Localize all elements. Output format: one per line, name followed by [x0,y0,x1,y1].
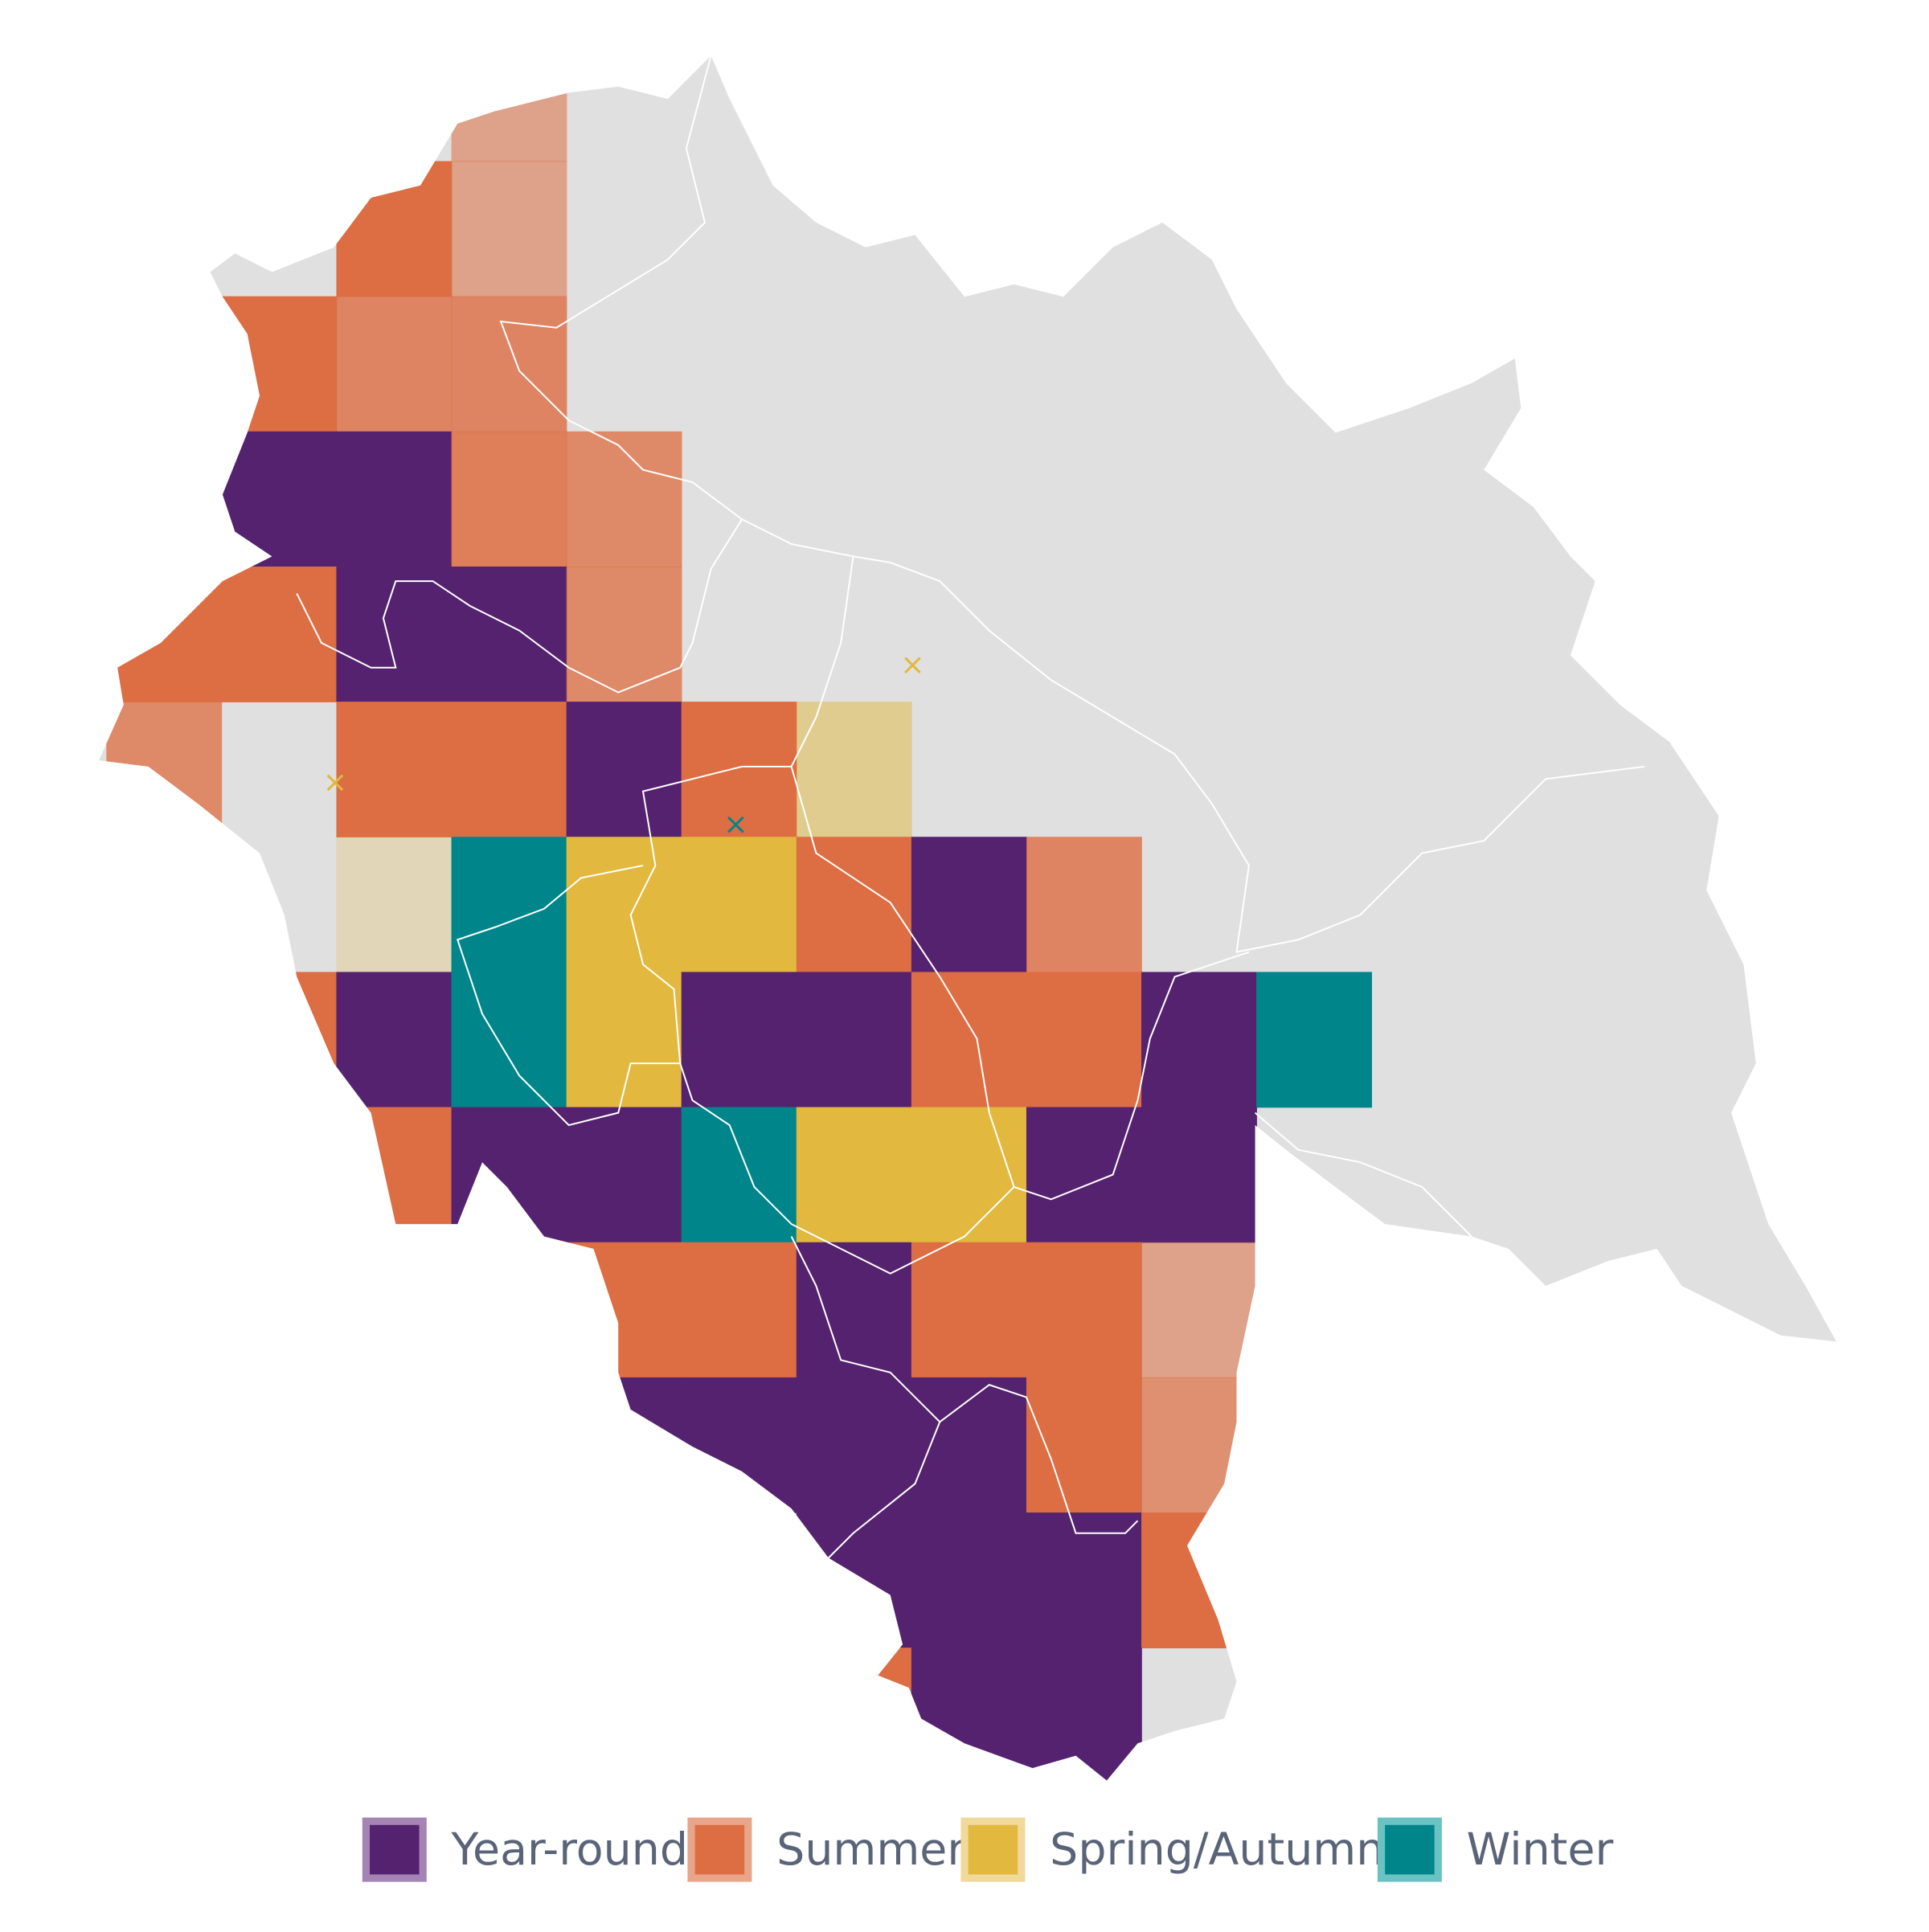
grid-cell [566,1107,682,1243]
legend-label: Summer [776,1824,965,1876]
legend: Year-round Summer Spring/Autumn Winter [362,1817,1614,1882]
grid-cell [1141,1377,1257,1513]
legend-swatch [687,1817,752,1882]
grid-cell [336,161,453,297]
grid-cell [566,431,682,567]
grid-cell [566,972,682,1108]
grid-cell [336,972,453,1108]
grid-cell [451,55,567,162]
grid-cell [106,702,223,838]
grid-cell [566,566,682,702]
grid-cell [336,1107,453,1243]
site-marker [326,774,344,792]
grid-cell [221,566,338,702]
legend-label: Year-round [451,1824,688,1876]
grid-cell [796,1242,912,1378]
grid-cell [451,566,567,702]
grid-cell [796,1648,912,1781]
district-border [499,55,1645,953]
district-border [456,556,854,1127]
grid-cell [221,972,338,1108]
grid-cell [336,702,453,838]
grid-cell [566,837,682,973]
grid-cell [911,1377,1027,1513]
grid-cell [911,972,1027,1108]
grid-cell [1026,1512,1142,1648]
grid-cell [1256,972,1372,1108]
grid-cell [221,431,338,567]
grid-cell [336,566,453,702]
grid-cell [911,1107,1027,1243]
site-marker [727,816,744,833]
district-borders [296,55,1645,1559]
grid-cell [1141,1107,1257,1243]
grid-cell [221,296,338,432]
grid-cell [106,566,223,702]
markers [326,657,921,833]
site-marker [904,657,921,674]
grid-cell [911,1648,1027,1781]
district-border [790,1236,1139,1559]
grid-cell [681,702,797,838]
grid-cell [451,296,567,432]
grid-cell [796,702,912,838]
grid-cell [451,1107,567,1243]
grid-cell [1026,1648,1142,1781]
grid-cell [336,296,453,432]
grid-cell [796,837,912,973]
grid-cell [451,161,567,297]
grid-cell [681,1377,797,1513]
grid-cell [681,1242,797,1378]
grid-cell [1026,1242,1142,1378]
grid-cell [911,837,1027,973]
grid-cell [1141,972,1257,1108]
grid-cell [681,972,797,1108]
grid-cell [911,1512,1027,1648]
grid-cell [1141,1512,1257,1648]
grid-cell [681,837,797,973]
grid-cell [681,1107,797,1243]
grid-cell [1026,837,1142,973]
grid-cell [1141,1242,1257,1378]
grid-cell [451,837,567,973]
grid-cell [336,837,453,973]
legend-swatch [362,1817,427,1882]
grid-cell [566,702,682,838]
grid-cell [1026,1377,1142,1513]
grid-cell [796,1377,912,1513]
legend-label: Spring/Autumn [1050,1824,1384,1876]
map-group: Year-round Summer Spring/Autumn Winter [99,55,1837,1882]
grid-cell [451,972,567,1108]
legend-swatch [960,1817,1026,1882]
grid-cell [451,431,567,567]
grid-cell [566,1242,682,1378]
district-border [296,518,743,694]
legend-label: Winter [1467,1824,1614,1876]
grid-cell [796,1107,912,1243]
legend-swatch [1377,1817,1442,1882]
district-border [679,766,1015,1275]
grid-cell [911,1242,1027,1378]
district-border [1014,951,1472,1238]
grid-cell [796,972,912,1108]
grid-cell [336,431,453,567]
grid-cell [1026,1107,1142,1243]
grid-cell [566,1377,682,1513]
grid-cell [1026,972,1142,1108]
grid-cell [451,702,567,838]
